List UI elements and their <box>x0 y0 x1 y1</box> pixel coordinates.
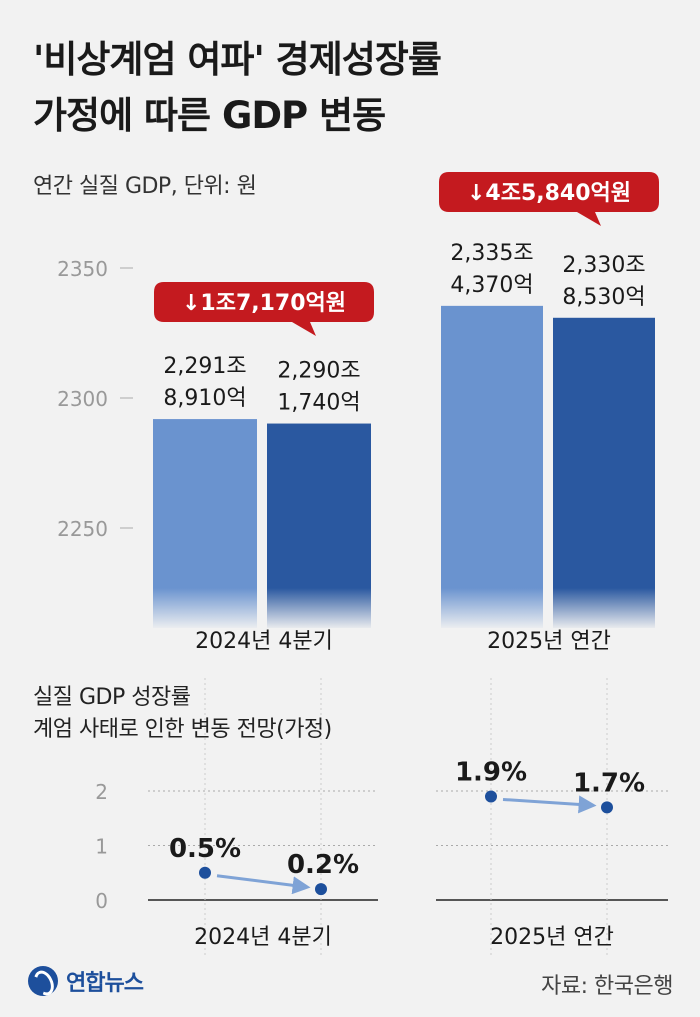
category-label: 2024년 4분기 <box>195 629 333 654</box>
growth-subtitle-line-1: 실질 GDP 성장률 <box>33 685 191 710</box>
title-line-1: '비상계엄 여파' 경제성장률 <box>33 38 442 81</box>
page-title: '비상계엄 여파' 경제성장률 가정에 따른 GDP 변동 <box>33 32 442 144</box>
bar-value-label: 1,740억 <box>277 391 360 416</box>
change-badge-label: ↓4조5,840억원 <box>467 181 631 206</box>
bar-value-label: 2,330조 <box>562 253 645 278</box>
growth-label-after: 0.2% <box>287 850 359 880</box>
growth-category-label: 2025년 연간 <box>490 925 614 950</box>
growth-label-before: 0.5% <box>169 834 241 864</box>
yonhap-logo: 연합뉴스 <box>28 965 144 997</box>
growth-point-before <box>485 790 497 803</box>
y-tick-label: 2350 <box>57 257 108 281</box>
growth-point-before <box>199 866 211 879</box>
growth-y-tick-label: 1 <box>95 835 108 859</box>
bar-value-label: 2,290조 <box>277 359 360 384</box>
change-arrow <box>502 795 597 814</box>
growth-point-after <box>601 801 613 814</box>
bar-fade <box>439 588 657 630</box>
y-tick-label: 2300 <box>57 387 108 411</box>
change-badge <box>439 172 659 226</box>
bar <box>441 305 543 628</box>
bar-value-label: 8,910억 <box>163 386 246 411</box>
change-badge-label: ↓1조7,170억원 <box>182 291 346 316</box>
bar-value-label: 8,530억 <box>562 285 645 310</box>
growth-y-tick-label: 0 <box>95 889 108 913</box>
growth-y-tick-label: 2 <box>95 780 108 804</box>
source-label: 자료: 한국은행 <box>541 974 673 999</box>
growth-label-after: 1.7% <box>573 768 645 798</box>
bar-value-label: 2,291조 <box>163 354 246 379</box>
bar-fade <box>151 588 373 630</box>
brand-name: 연합뉴스 <box>66 971 144 996</box>
growth-label-before: 1.9% <box>455 757 527 787</box>
bar-chart: 2250 2300 2350 2,291조 8,910억 2,290조 1,740억 2024… <box>57 172 659 654</box>
growth-point-after <box>315 883 327 896</box>
growth-subtitle: 실질 GDP 성장률 계엄 사태로 인한 변동 전망(가정) <box>33 682 332 746</box>
category-label: 2025년 연간 <box>487 629 611 654</box>
growth-chart: 0 1 2 0.5% 0.2% 2024년 4분기 1.9% 1.7% 2025년 연간 <box>95 678 668 955</box>
change-badge <box>154 282 374 336</box>
title-line-2: 가정에 따른 GDP 변동 <box>33 94 386 137</box>
change-arrow <box>216 874 311 895</box>
growth-category-label: 2024년 4분기 <box>194 925 332 950</box>
bar <box>553 317 655 628</box>
bar-value-label: 4,370억 <box>450 273 533 298</box>
bar-value-label: 2,335조 <box>450 241 533 266</box>
unit-label: 연간 실질 GDP, 단위: 원 <box>33 174 257 199</box>
growth-subtitle-line-2: 계엄 사태로 인한 변동 전망(가정) <box>33 717 332 742</box>
yonhap-logo-icon <box>28 966 58 996</box>
y-tick-label: 2250 <box>57 517 108 541</box>
